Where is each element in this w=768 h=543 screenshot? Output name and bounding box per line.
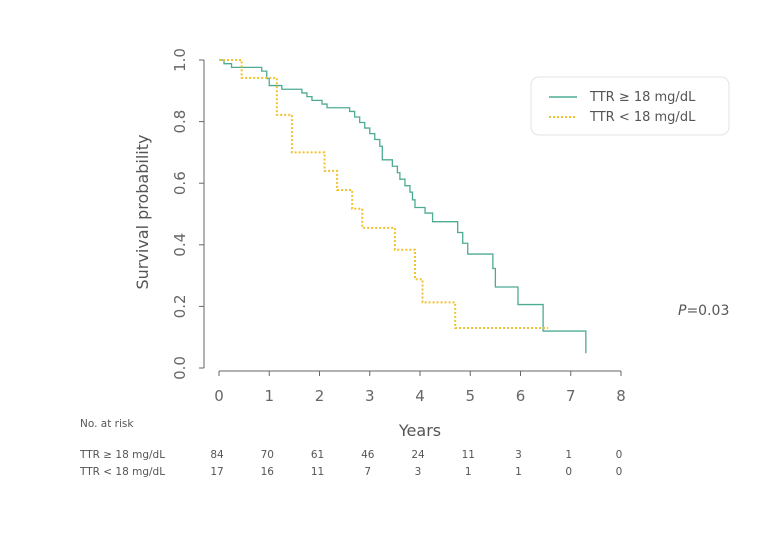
x-tick-label-6: 6 xyxy=(516,387,526,405)
x-axis-title: Years xyxy=(398,421,441,440)
risk-count-r1-c2: 11 xyxy=(311,466,324,478)
risk-counts: 84 70 61 46 24 11 3 1 017 16 11 7 3 1 1 0 0 xyxy=(210,449,622,478)
y-tick-label-4: 0.8 xyxy=(171,110,189,134)
risk-table-title: No. at risk xyxy=(80,418,134,430)
risk-count-r0-c7: 1 xyxy=(565,449,572,461)
x-tick-label-3: 3 xyxy=(365,387,375,405)
risk-count-r1-c8: 0 xyxy=(616,466,623,478)
y-tick-label-3: 0.6 xyxy=(171,171,189,195)
x-tick-label-2: 2 xyxy=(315,387,325,405)
p-value-annotation: P=0.03 xyxy=(678,303,729,319)
x-tick-label-8: 8 xyxy=(616,387,626,405)
y-tick-label-1: 0.2 xyxy=(171,294,189,318)
risk-count-r0-c3: 46 xyxy=(361,449,375,461)
series-group xyxy=(219,59,587,354)
risk-count-r0-c6: 3 xyxy=(515,449,522,461)
legend-label-ttr-low: TTR < 18 mg/dL xyxy=(589,110,696,125)
risk-count-r1-c5: 1 xyxy=(465,466,472,478)
x-tick-label-1: 1 xyxy=(264,387,274,405)
y-tick-label-0: 0.0 xyxy=(171,356,189,380)
y-ticks: 0.0 0.2 0.4 0.6 0.8 1.0 xyxy=(171,48,204,380)
legend-label-ttr-high: TTR ≥ 18 mg/dL xyxy=(589,90,696,105)
risk-count-r1-c3: 7 xyxy=(364,466,371,478)
x-tick-label-5: 5 xyxy=(465,387,475,405)
risk-count-r0-c5: 11 xyxy=(462,449,475,461)
risk-count-r0-c8: 0 xyxy=(616,449,623,461)
risk-count-r0-c2: 61 xyxy=(311,449,324,461)
risk-count-r0-c0: 84 xyxy=(210,449,224,461)
risk-count-r1-c0: 17 xyxy=(210,466,223,478)
risk-row-label-ttr-high: TTR ≥ 18 mg/dL xyxy=(79,449,165,461)
risk-count-r0-c4: 24 xyxy=(411,449,425,461)
risk-count-r0-c1: 70 xyxy=(261,449,274,461)
y-tick-label-5: 1.0 xyxy=(171,48,189,72)
risk-count-r1-c4: 3 xyxy=(415,466,422,478)
risk-count-r1-c6: 1 xyxy=(515,466,522,478)
p-value-symbol: P xyxy=(678,303,687,319)
x-tick-label-7: 7 xyxy=(566,387,576,405)
y-axis-title: Survival probability xyxy=(133,135,152,290)
risk-count-r1-c1: 16 xyxy=(261,466,275,478)
x-tick-label-0: 0 xyxy=(214,387,224,405)
x-tick-label-4: 4 xyxy=(415,387,425,405)
p-value-number: =0.03 xyxy=(686,303,729,319)
y-tick-label-2: 0.4 xyxy=(171,233,189,257)
series-line-0 xyxy=(219,59,587,354)
x-ticks: 0 1 2 3 4 5 6 7 8 xyxy=(214,371,626,405)
risk-table: No. at risk TTR ≥ 18 mg/dL TTR < 18 mg/d… xyxy=(79,418,622,478)
legend: TTR ≥ 18 mg/dL TTR < 18 mg/dL xyxy=(530,76,730,136)
risk-count-r1-c7: 0 xyxy=(565,466,572,478)
series-line-1 xyxy=(219,59,549,329)
legend-box xyxy=(530,76,730,136)
risk-row-label-ttr-low: TTR < 18 mg/dL xyxy=(79,466,165,478)
